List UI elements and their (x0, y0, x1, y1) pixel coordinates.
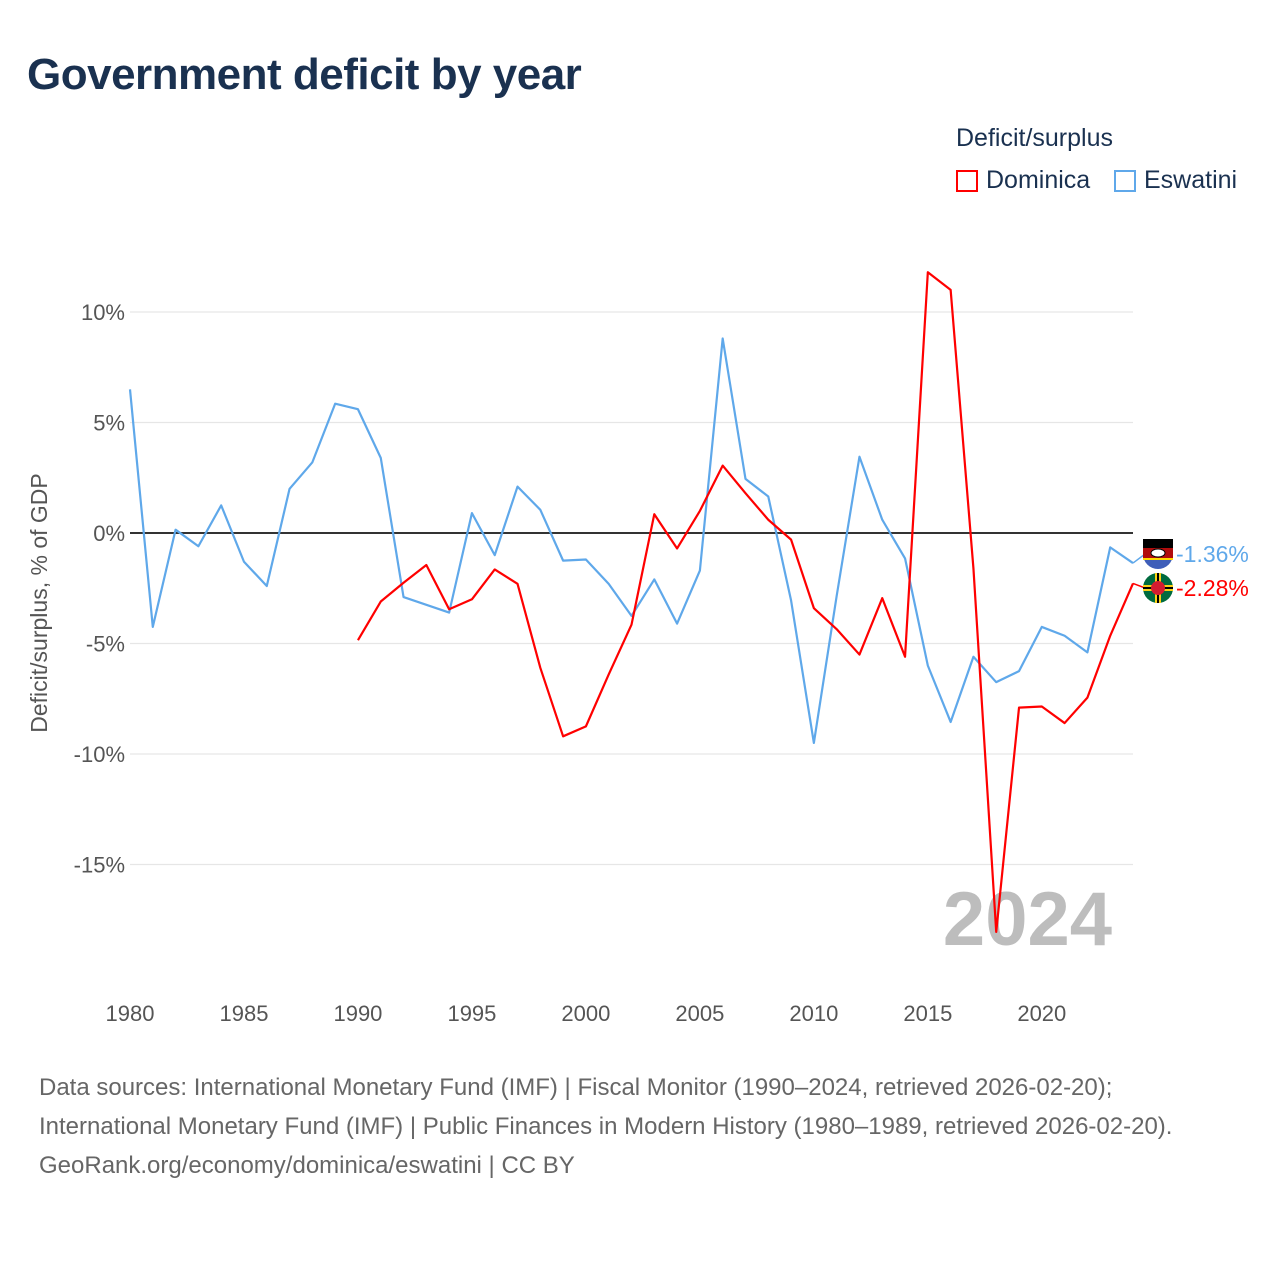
legend-label: Eswatini (1144, 166, 1238, 194)
x-tick-label: 2015 (903, 1001, 952, 1026)
flag-part (1150, 548, 1166, 558)
y-tick-label: -10% (74, 742, 125, 767)
y-tick-label: 5% (93, 411, 125, 436)
end-value-label: -2.28% (1176, 575, 1249, 601)
y-tick-label: -15% (74, 853, 125, 878)
x-tick-label: 2000 (561, 1001, 610, 1026)
footer: Data sources: International Monetary Fun… (39, 1068, 1239, 1185)
line-chart: Deficit/surplus, % of GDP 2024 10% 5% 0% -5… (26, 271, 1249, 1026)
y-tick-label: 10% (81, 300, 125, 325)
x-tick-label: 2010 (789, 1001, 838, 1026)
data-sources: Data sources: International Monetary Fun… (39, 1074, 1173, 1140)
x-tick-label: 1980 (106, 1001, 155, 1026)
series-line-eswatini (128, 337, 1134, 745)
flag-part (1143, 539, 1173, 548)
legend-title: Deficit/surplus (956, 124, 1113, 152)
x-tick-label: 1995 (447, 1001, 496, 1026)
flag-part (1143, 558, 1173, 560)
x-tick-label: 1990 (333, 1001, 382, 1026)
chart-title: Government deficit by year (27, 50, 582, 99)
y-tick-label: -5% (86, 632, 125, 657)
legend-item-dominica[interactable]: Dominica (956, 166, 1090, 195)
legend-swatch-eswatini (1114, 169, 1136, 192)
y-tick-label: 0% (93, 521, 125, 546)
flag-part (1151, 581, 1165, 595)
series-line-dominica (357, 271, 1135, 934)
x-tick-label: 2020 (1017, 1001, 1066, 1026)
legend-label: Dominica (986, 166, 1091, 194)
x-tick-label: 2005 (675, 1001, 724, 1026)
year-watermark: 2024 (943, 877, 1112, 962)
legend-item-eswatini[interactable]: Eswatini (1114, 166, 1237, 195)
y-axis-label: Deficit/surplus, % of GDP (26, 473, 52, 732)
x-tick-label: 1985 (220, 1001, 269, 1026)
credit-link[interactable]: GeoRank.org/economy/dominica/eswatini | … (39, 1152, 575, 1179)
legend-swatch-dominica (956, 169, 978, 192)
end-value-label: -1.36% (1176, 541, 1249, 567)
dominica-flag-icon (1143, 573, 1173, 603)
eswatini-flag-icon (1143, 539, 1173, 569)
